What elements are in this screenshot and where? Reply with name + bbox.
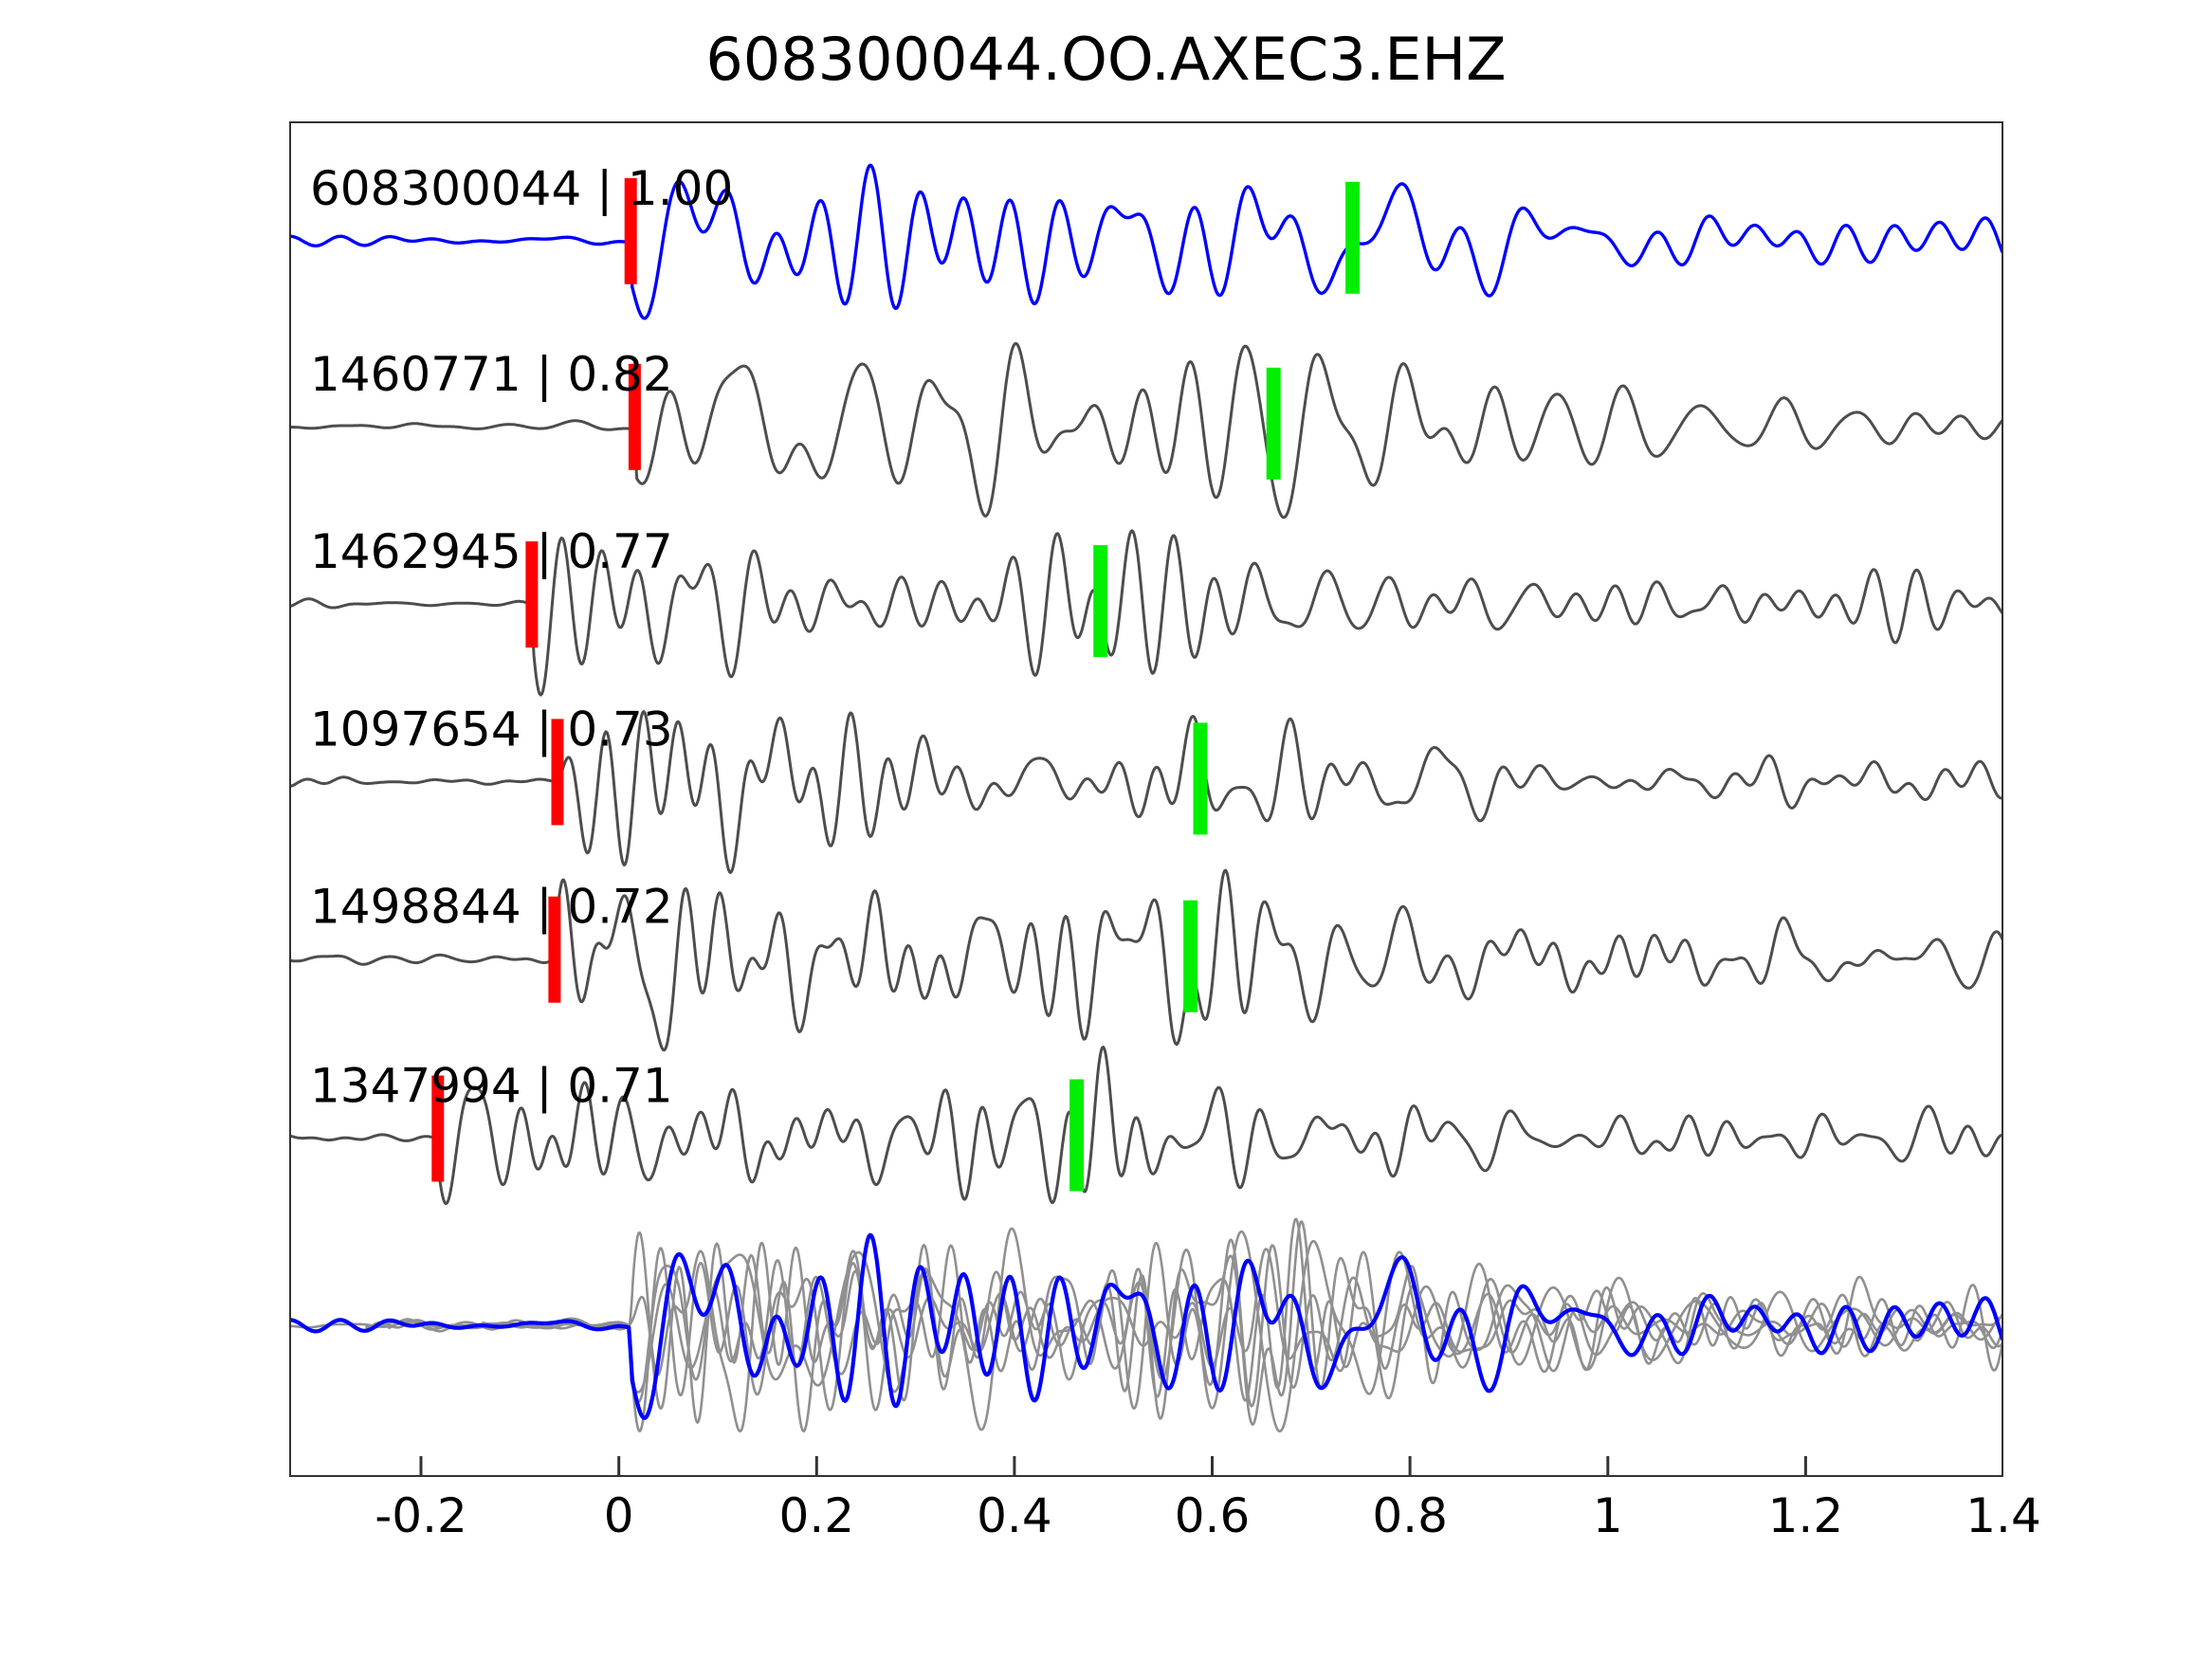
match-waveform-trace — [289, 710, 2003, 874]
x-tick-label: 1 — [1592, 1488, 1623, 1543]
p-pick-marker[interactable] — [548, 896, 561, 1003]
x-tick-label: 0.8 — [1372, 1488, 1448, 1543]
axes-frame — [289, 121, 2003, 1477]
x-axis-tick-labels: -0.2 0 0.2 0.4 0.6 0.8 1 1.2 1.4 — [0, 1488, 2212, 1574]
s-pick-marker[interactable] — [1345, 181, 1361, 294]
p-pick-marker[interactable] — [624, 177, 637, 284]
s-pick-marker[interactable] — [1193, 722, 1208, 835]
p-pick-marker[interactable] — [628, 363, 641, 470]
x-tick-label: 0 — [603, 1488, 634, 1543]
stacked-match-trace — [361, 1242, 2003, 1433]
stack-overlay-panel — [289, 1217, 2003, 1433]
x-tick-label: 0.4 — [977, 1488, 1052, 1543]
x-tick-marks — [419, 1456, 2003, 1477]
trace-label: 1498844 | 0.72 — [310, 880, 673, 935]
trace-group — [289, 163, 2003, 1433]
match-waveform-trace — [289, 1046, 2003, 1206]
x-tick-label: -0.2 — [375, 1488, 467, 1543]
x-tick-label: 0.2 — [778, 1488, 855, 1543]
trace-label: 1462945 | 0.77 — [310, 524, 673, 579]
trace-label-group: 608300044 | 1.00 1460771 | 0.82 1462945 | … — [310, 161, 733, 1114]
s-pick-marker[interactable] — [1266, 367, 1281, 480]
trace-label: 1347994 | 0.71 — [310, 1059, 673, 1114]
stacked-match-trace — [365, 1220, 2003, 1433]
trace-label: 1460771 | 0.82 — [310, 347, 673, 402]
trace-label: 1097654 | 0.73 — [310, 702, 673, 757]
x-tick-label: 1.4 — [1965, 1488, 2041, 1543]
s-pick-marker[interactable] — [1069, 1079, 1085, 1192]
match-waveform-trace — [289, 529, 2003, 697]
s-pick-marker[interactable] — [1183, 900, 1198, 1012]
waveform-plot-svg: 608300044 | 1.00 1460771 | 0.82 1462945 | … — [289, 121, 2003, 1477]
x-tick-label: 0.6 — [1174, 1488, 1251, 1543]
p-pick-marker[interactable] — [525, 541, 539, 648]
pick-marker-group — [431, 177, 1361, 1192]
page-title: 608300044.OO.AXEC3.EHZ — [705, 25, 1507, 94]
match-waveform-trace — [289, 868, 2003, 1052]
stacked-template-trace — [289, 1232, 2003, 1420]
waveform-axes: 608300044 | 1.00 1460771 | 0.82 1462945 | … — [289, 121, 2003, 1477]
axes-spine — [289, 121, 2003, 1477]
x-tick-label: 1.2 — [1767, 1488, 1844, 1543]
p-pick-marker[interactable] — [551, 719, 564, 826]
p-pick-marker[interactable] — [431, 1075, 445, 1182]
trace-label: 608300044 | 1.00 — [310, 161, 733, 216]
s-pick-marker[interactable] — [1093, 545, 1108, 658]
template-waveform-trace — [289, 163, 2003, 320]
match-waveform-trace — [289, 341, 2003, 520]
